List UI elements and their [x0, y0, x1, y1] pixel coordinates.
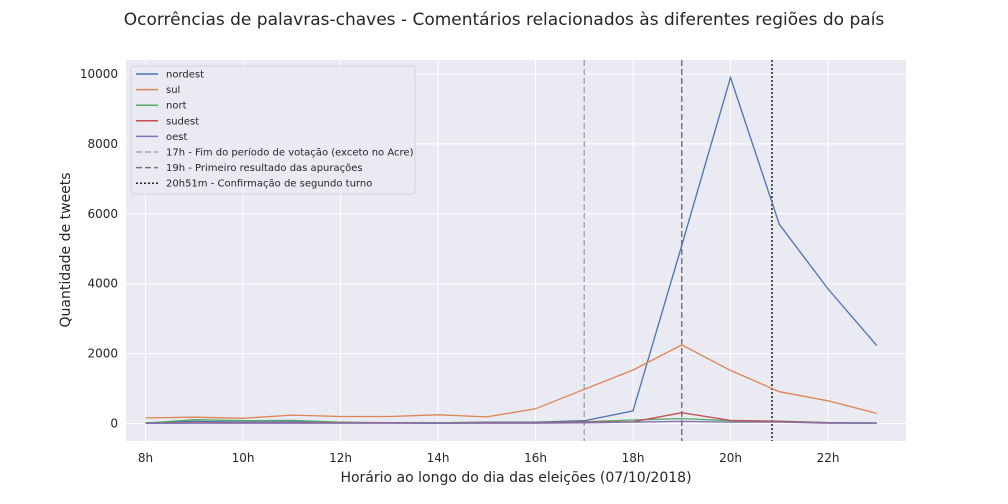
series-line-sul: [145, 344, 877, 419]
legend: nordest sul nort sudest oest 17h - Fim do per…: [130, 65, 416, 195]
legend-label: 19h - Primeiro resultado das apurações: [166, 163, 363, 174]
y-tick-label: 4000: [87, 277, 118, 291]
x-tick-label: 22h: [817, 451, 840, 465]
x-tick-label: 8h: [138, 451, 153, 465]
x-tick-label: 12h: [329, 451, 352, 465]
y-axis-ticks: 0 2000 4000 6000 8000 10000: [80, 67, 118, 431]
legend-label: oest: [166, 132, 187, 143]
x-axis-ticks: 8h 10h 12h 14h 16h 18h 20h 22h: [138, 451, 840, 465]
legend-label: sudest: [166, 116, 199, 127]
legend-label: nort: [166, 101, 187, 112]
legend-label: 17h - Fim do período de votação (exceto …: [166, 147, 414, 159]
x-axis-label: Horário ao longo do dia das eleições (07…: [340, 470, 691, 486]
series-line-oest: [145, 420, 877, 424]
y-tick-label: 8000: [87, 137, 118, 151]
legend-label: 20h51m - Confirmação de segundo turno: [166, 179, 372, 190]
y-axis-label: Quantidade de tweets: [58, 172, 74, 327]
y-tick-label: 0: [110, 417, 118, 431]
reference-lines: [583, 60, 773, 441]
x-tick-label: 16h: [524, 451, 547, 465]
legend-label: sul: [166, 85, 180, 96]
y-tick-label: 6000: [87, 207, 118, 221]
x-tick-label: 18h: [622, 451, 645, 465]
x-tick-label: 10h: [232, 451, 255, 465]
y-tick-label: 2000: [87, 347, 118, 361]
x-tick-label: 20h: [719, 451, 742, 465]
series-lines: [145, 75, 878, 424]
legend-box: [130, 65, 416, 195]
chart-title: Ocorrências de palavras-chaves - Comentá…: [124, 10, 885, 30]
y-tick-label: 10000: [80, 67, 118, 81]
x-tick-label: 14h: [427, 451, 450, 465]
legend-label: nordest: [166, 70, 204, 81]
